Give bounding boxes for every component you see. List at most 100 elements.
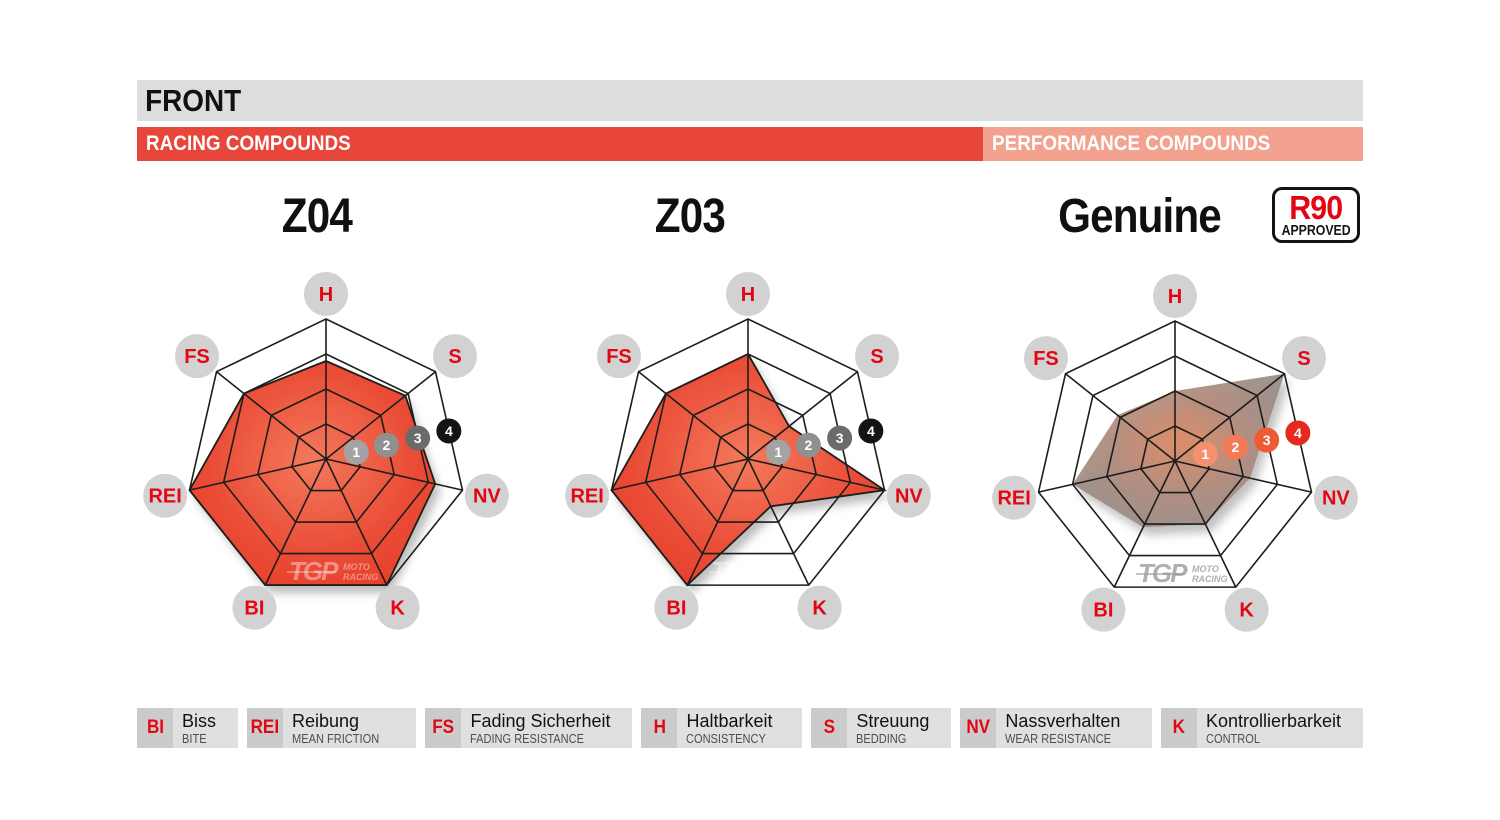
- spiderweb-grid: [1037, 320, 1313, 588]
- svg-text:NV: NV: [473, 486, 501, 508]
- axis-label-fs: FS: [596, 334, 641, 379]
- axis-label-rei: REI: [992, 475, 1037, 520]
- svg-text:S: S: [1297, 348, 1310, 370]
- axis-label-h: H: [304, 272, 348, 316]
- legend-abbr: FS: [425, 708, 462, 748]
- scale-tick-4: 4: [858, 418, 884, 444]
- legend-text: Fading Sicherheit FADING RESISTANCE: [461, 708, 633, 748]
- legend-abbr: BI: [137, 708, 173, 748]
- svg-text:2: 2: [805, 437, 813, 453]
- value-polygon: [1072, 373, 1285, 528]
- legend-item-bi: BI Biss BITE: [137, 708, 238, 748]
- scale-tick-2: 2: [1222, 434, 1248, 460]
- legend-term-en: CONSISTENCY: [686, 730, 767, 746]
- svg-text:1: 1: [774, 444, 782, 460]
- legend-abbr: REI: [246, 708, 283, 748]
- chart-title-genuine: Genuine: [1058, 190, 1223, 243]
- legend-abbr: NV: [960, 708, 997, 748]
- axis-label-bi: BI: [232, 585, 277, 630]
- scale-tick-2: 2: [373, 432, 399, 458]
- svg-text:NV: NV: [895, 486, 923, 508]
- axis-label-bi: BI: [1081, 587, 1126, 632]
- svg-text:RACING: RACING: [1192, 574, 1228, 584]
- svg-text:FS: FS: [1033, 348, 1059, 370]
- svg-text:2: 2: [1232, 439, 1240, 455]
- axis-label-s: S: [433, 334, 478, 379]
- axis-label-nv: NV: [886, 473, 931, 518]
- radar-chart-z04: TGP MOTO RACING 1 2 3 4 H S NV K BI REI FS: [131, 264, 521, 654]
- chart-title-z04: Z04: [281, 190, 353, 243]
- axis-label-k: K: [797, 585, 842, 630]
- legend-term-en: BITE: [182, 730, 207, 746]
- axis-label-s: S: [855, 334, 900, 379]
- svg-text:MOTO: MOTO: [1192, 564, 1219, 574]
- scale-tick-2: 2: [795, 432, 821, 458]
- scale-tick-3: 3: [405, 425, 431, 451]
- r90-label: R90: [1289, 188, 1344, 226]
- radar-chart-z03: TGP MOTO RACING 1 2 3 4 H S NV K BI REI FS: [553, 264, 943, 654]
- axis-label-bi: BI: [654, 585, 699, 630]
- axis-label-k: K: [375, 585, 420, 630]
- svg-text:4: 4: [867, 423, 875, 439]
- legend-abbr: H: [641, 708, 678, 748]
- legend-term-en: FADING RESISTANCE: [470, 730, 585, 746]
- legend-text: Biss BITE: [173, 708, 238, 748]
- svg-text:BI: BI: [666, 598, 686, 620]
- svg-text:TGP: TGP: [289, 556, 339, 586]
- axis-label-fs: FS: [1023, 336, 1068, 381]
- scale-tick-1: 1: [343, 439, 369, 465]
- svg-text:BI: BI: [1093, 600, 1113, 622]
- legend-term-de: Nassverhalten: [1005, 710, 1121, 731]
- svg-text:TGP: TGP: [1138, 558, 1188, 588]
- legend-text: Haltbarkeit CONSISTENCY: [677, 708, 803, 748]
- legend-item-k: K Kontrollierbarkeit CONTROL: [1160, 708, 1363, 748]
- legend-term-en: CONTROL: [1205, 730, 1261, 746]
- legend-term-en: BEDDING: [856, 730, 907, 746]
- axis-label-h: H: [726, 272, 770, 316]
- compound-category-row: RACING COMPOUNDS PERFORMANCE COMPOUNDS: [137, 127, 1363, 161]
- svg-text:H: H: [319, 284, 333, 306]
- svg-text:4: 4: [1294, 425, 1302, 441]
- scale-tick-1: 1: [1192, 441, 1218, 467]
- value-polygon: [611, 354, 885, 586]
- svg-text:1: 1: [352, 444, 360, 460]
- axis-label-h: H: [1153, 274, 1197, 318]
- svg-text:H: H: [741, 284, 755, 306]
- spiderweb-grid: [610, 318, 886, 586]
- value-polygon-outline: [188, 360, 437, 587]
- axis-label-rei: REI: [143, 473, 188, 518]
- value-polygon: [189, 361, 436, 586]
- svg-text:MOTO: MOTO: [343, 562, 370, 572]
- svg-text:TGP: TGP: [711, 556, 761, 586]
- legend-term-de: Fading Sicherheit: [470, 710, 611, 731]
- legend-item-fs: FS Fading Sicherheit FADING RESISTANCE: [425, 708, 633, 748]
- svg-text:FS: FS: [606, 346, 632, 368]
- legend-term-en: WEAR RESISTANCE: [1005, 730, 1112, 746]
- svg-text:1: 1: [1201, 446, 1209, 462]
- svg-text:REI: REI: [997, 488, 1030, 510]
- legend-text: Reibung MEAN FRICTION: [282, 708, 417, 748]
- axis-label-s: S: [1282, 336, 1327, 381]
- performance-compounds-label: PERFORMANCE COMPOUNDS: [992, 132, 1271, 155]
- legend-text: Nassverhalten WEAR RESISTANCE: [996, 708, 1152, 748]
- svg-text:K: K: [390, 598, 405, 620]
- svg-text:3: 3: [1263, 432, 1271, 448]
- svg-text:FS: FS: [184, 346, 210, 368]
- svg-text:BI: BI: [244, 598, 264, 620]
- svg-text:RACING: RACING: [765, 572, 801, 582]
- legend-term-de: Kontrollierbarkeit: [1205, 710, 1342, 731]
- svg-text:REI: REI: [148, 486, 181, 508]
- legend-text: Streuung BEDDING: [847, 708, 952, 748]
- racing-compounds-label: RACING COMPOUNDS: [146, 132, 351, 155]
- svg-text:K: K: [812, 598, 827, 620]
- axis-label-rei: REI: [565, 473, 610, 518]
- criteria-legend: BI Biss BITE REI Reibung MEAN FRICTION FS Fadin…: [137, 708, 1363, 748]
- scale-tick-4: 4: [1285, 420, 1311, 446]
- legend-item-rei: REI Reibung MEAN FRICTION: [246, 708, 417, 748]
- r90-approved-badge: R90 APPROVED: [1272, 187, 1360, 243]
